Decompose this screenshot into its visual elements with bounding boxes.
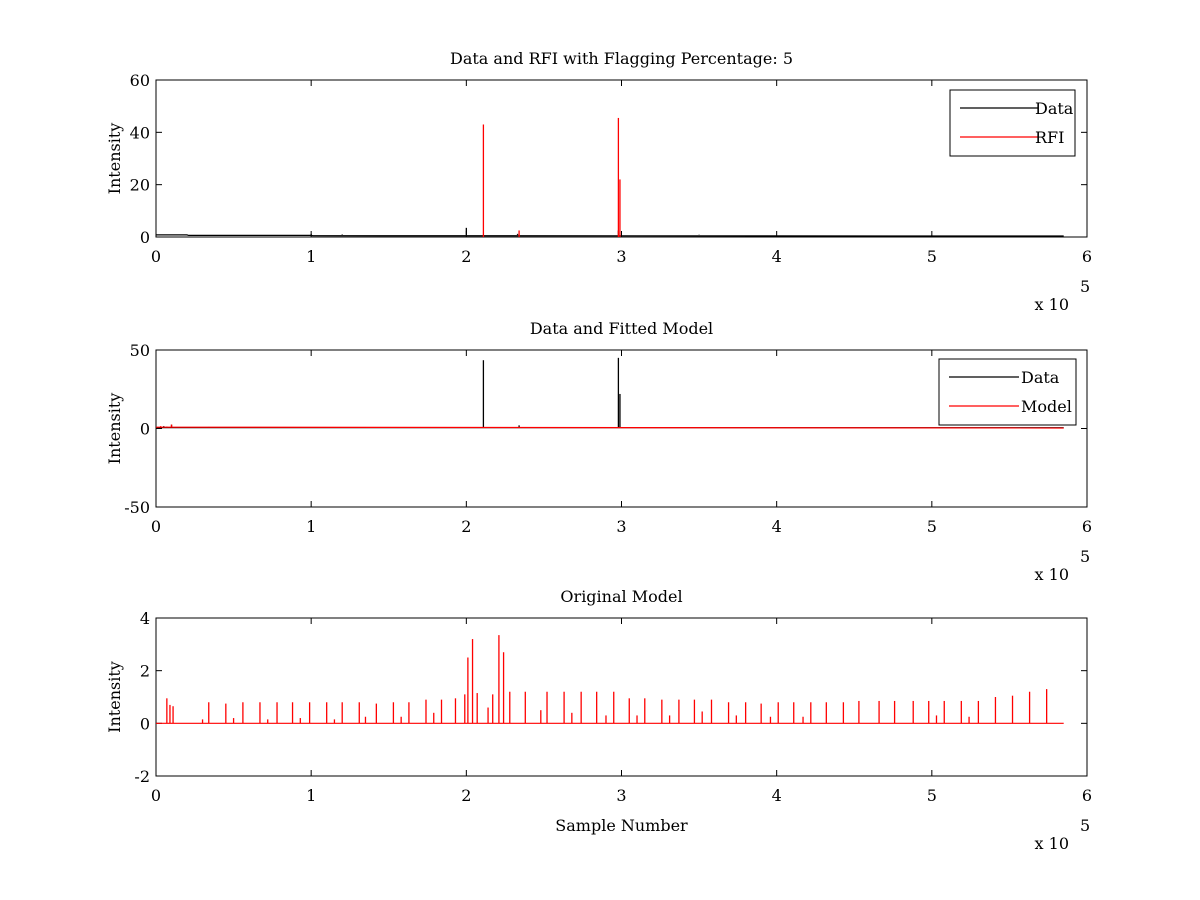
x-tick-label: 1 [306, 786, 316, 805]
x-exponent-label: x 10 [1035, 834, 1069, 853]
x-tick-label: 0 [151, 786, 161, 805]
x-tick-label: 5 [927, 247, 937, 266]
y-ticks: 0 20 40 60 [130, 71, 1087, 247]
legend: Data Model [938, 358, 1077, 426]
y-tick-label: 50 [130, 341, 150, 360]
series-rfi [482, 117, 621, 237]
x-tick-label: 5 [927, 786, 937, 805]
x-ticks: 0 1 2 3 4 5 6 [151, 350, 1092, 536]
legend: Data RFI [949, 89, 1076, 157]
y-ticks: -2 0 2 4 [134, 609, 1087, 786]
series-baseline [155, 426, 1064, 429]
x-exponent-power: 5 [1080, 547, 1090, 566]
x-tick-label: 4 [772, 247, 782, 266]
x-ticks: 0 1 2 3 4 5 6 [151, 80, 1092, 266]
x-tick-label: 6 [1082, 517, 1092, 536]
y-tick-label: 2 [140, 662, 150, 681]
y-tick-label: 4 [140, 609, 150, 628]
x-exponent-label: x 10 [1035, 295, 1069, 314]
plot-area [155, 79, 1088, 238]
legend-entry: Model [1021, 397, 1072, 416]
legend-entry: RFI [1035, 128, 1064, 147]
x-exponent-power: 5 [1080, 277, 1090, 296]
x-tick-label: 4 [772, 786, 782, 805]
y-tick-label: -2 [134, 767, 150, 786]
series-model [156, 635, 1064, 724]
x-tick-label: 0 [151, 517, 161, 536]
x-tick-label: 5 [927, 517, 937, 536]
y-tick-label: 40 [130, 123, 150, 142]
plot-area [155, 617, 1088, 777]
x-tick-label: 3 [616, 247, 626, 266]
x-ticks: 0 1 2 3 4 5 6 [151, 618, 1092, 805]
x-tick-label: 3 [616, 517, 626, 536]
x-exponent-power: 5 [1080, 816, 1090, 835]
series-baseline [156, 234, 1064, 237]
x-tick-label: 1 [306, 247, 316, 266]
plot-area [155, 349, 1088, 508]
x-axis-label: Sample Number [555, 816, 688, 835]
x-tick-label: 1 [306, 517, 316, 536]
y-tick-label: 60 [130, 71, 150, 90]
y-tick-label: 0 [140, 228, 150, 247]
y-axis-label: Intensity [105, 393, 124, 465]
x-tick-label: 6 [1082, 786, 1092, 805]
x-tick-label: 0 [151, 247, 161, 266]
y-ticks: -50 0 50 [124, 341, 1087, 517]
y-axis-label: Intensity [105, 661, 124, 733]
y-tick-label: 20 [130, 176, 150, 195]
x-tick-label: 6 [1082, 247, 1092, 266]
y-tick-label: 0 [140, 420, 150, 439]
legend-box [938, 358, 1077, 426]
chart-title: Data and Fitted Model [530, 319, 713, 338]
chart-title: Original Model [560, 587, 682, 606]
y-axis-label: Intensity [105, 123, 124, 195]
legend-entry: Data [1035, 99, 1074, 118]
x-tick-label: 4 [772, 517, 782, 536]
x-exponent-label: x 10 [1035, 565, 1069, 584]
x-tick-label: 2 [461, 247, 471, 266]
y-tick-label: -50 [124, 498, 150, 517]
x-tick-label: 2 [461, 517, 471, 536]
legend-box [949, 89, 1076, 157]
chart-title: Data and RFI with Flagging Percentage: 5 [450, 49, 793, 68]
x-tick-label: 2 [461, 786, 471, 805]
y-tick-label: 0 [140, 714, 150, 733]
legend-entry: Data [1021, 368, 1060, 387]
series-model [155, 424, 1064, 429]
x-tick-label: 3 [616, 786, 626, 805]
